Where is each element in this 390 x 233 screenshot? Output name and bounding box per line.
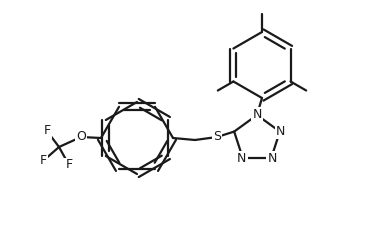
Text: N: N [237,152,246,165]
Text: N: N [252,107,262,120]
Text: O: O [76,130,86,144]
Text: S: S [213,130,221,144]
Text: N: N [268,152,277,165]
Text: N: N [276,125,285,138]
Text: F: F [39,154,46,168]
Text: F: F [43,124,51,137]
Text: F: F [66,158,73,171]
